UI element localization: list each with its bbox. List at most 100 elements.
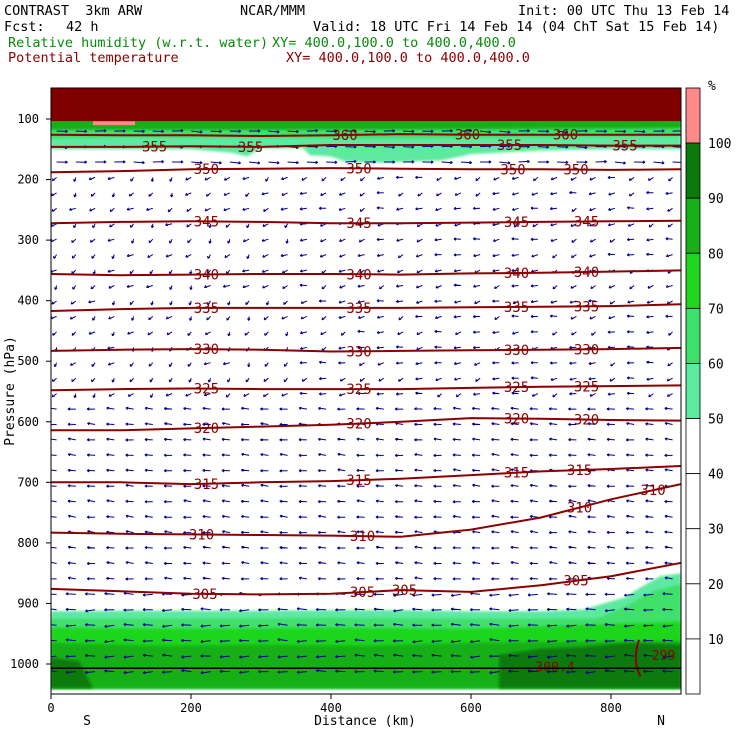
wind-arrow <box>394 561 404 565</box>
plot-frame <box>50 87 682 695</box>
wind-arrow <box>356 515 365 519</box>
wind-arrow <box>279 530 288 535</box>
wind-arrow <box>376 253 384 257</box>
wind-arrow <box>181 607 192 612</box>
wind-arrow <box>243 393 250 397</box>
wind-arrow <box>298 484 307 488</box>
wind-arrow <box>471 468 481 472</box>
wind-arrow <box>375 499 384 503</box>
wind-arrow <box>417 192 423 197</box>
wind-arrow <box>375 561 384 566</box>
wind-arrow <box>317 406 327 411</box>
wind-arrow <box>375 469 384 473</box>
wind-arrow <box>511 237 519 241</box>
wind-arrow <box>493 176 500 181</box>
wind-arrow <box>376 392 384 396</box>
wind-arrow <box>298 453 307 458</box>
wind-arrow <box>645 468 654 472</box>
wind-arrow <box>609 238 616 243</box>
wind-arrow <box>223 192 231 196</box>
wind-arrow <box>337 452 346 457</box>
wind-arrow <box>241 483 250 488</box>
wind-arrow <box>147 331 154 336</box>
wind-arrow <box>238 624 250 628</box>
wind-arrow <box>222 361 231 366</box>
wind-arrow <box>111 254 115 260</box>
y-tick-label: 300 <box>17 233 39 247</box>
wind-arrow <box>339 377 346 382</box>
wind-arrow <box>548 484 558 488</box>
wind-arrow <box>549 361 558 365</box>
contour-label-330: 330 <box>504 343 529 359</box>
wind-arrow <box>161 670 173 674</box>
wind-arrow <box>608 223 616 227</box>
wind-arrow <box>472 346 481 350</box>
wind-arrow <box>453 283 461 287</box>
wind-arrow <box>67 576 76 580</box>
wind-arrow <box>548 577 558 581</box>
wind-arrow <box>258 655 269 659</box>
wind-arrow <box>337 546 346 550</box>
wind-arrow <box>181 669 192 673</box>
wind-arrow <box>95 160 107 164</box>
wind-arrow <box>550 377 558 381</box>
wind-arrow <box>511 192 519 196</box>
wind-arrow <box>142 639 153 643</box>
wind-arrow <box>492 222 500 226</box>
wind-arrow <box>109 207 115 213</box>
wind-arrow <box>393 609 404 613</box>
wind-arrow <box>376 237 384 242</box>
wind-arrow <box>492 191 500 196</box>
wind-arrow <box>377 362 384 366</box>
theta-contours: 310 310 310 310 305 305 305 305 315 315 315 315 320 3… <box>51 128 681 677</box>
wind-arrow <box>588 192 596 196</box>
wind-arrow <box>186 223 192 228</box>
wind-arrow <box>607 392 615 396</box>
wind-arrow <box>53 254 58 259</box>
contour-label-335: 335 <box>574 299 599 315</box>
wind-arrow <box>281 315 288 320</box>
wind-arrow <box>148 362 154 367</box>
y-tick-label: 400 <box>17 294 39 308</box>
wind-arrow <box>163 437 173 442</box>
wind-arrow <box>191 160 203 165</box>
fcst-label: Fcst: <box>4 19 45 35</box>
wind-arrow <box>475 192 481 197</box>
wind-arrow <box>86 561 96 566</box>
wind-arrow <box>306 160 319 165</box>
contour-label-320: 320 <box>194 421 219 437</box>
colorbar-segment <box>685 197 701 254</box>
wind-arrow <box>326 129 338 133</box>
wind-arrow <box>552 285 558 290</box>
wind-arrow <box>164 530 173 534</box>
wind-arrow <box>356 484 365 488</box>
wind-arrow <box>392 622 404 626</box>
wind-arrow <box>224 254 231 259</box>
wind-arrow <box>414 545 423 549</box>
wind-arrow <box>148 238 154 244</box>
wind-arrow <box>588 361 596 365</box>
wind-arrow <box>242 285 250 288</box>
wind-arrow <box>279 407 288 411</box>
wind-arrow <box>221 499 230 503</box>
wind-arrow <box>508 624 519 628</box>
wind-arrow <box>414 422 423 427</box>
wind-arrow <box>645 437 654 441</box>
contour-line-310 <box>51 483 681 538</box>
wind-arrow <box>144 453 153 457</box>
wind-arrow <box>67 561 76 565</box>
wind-arrow <box>392 670 404 674</box>
contour-label-330: 330 <box>194 342 219 358</box>
wind-arrow <box>595 129 607 133</box>
wind-arrow <box>607 175 615 180</box>
wind-arrow <box>168 269 173 275</box>
wind-arrow <box>626 330 635 334</box>
wind-arrow <box>489 593 500 597</box>
contour-label-345: 345 <box>194 214 219 230</box>
wind-arrow <box>91 254 96 259</box>
wind-arrow <box>188 377 192 383</box>
wind-arrow <box>183 453 192 457</box>
wind-arrow <box>92 223 96 229</box>
wind-arrow <box>492 269 500 273</box>
wind-arrow <box>169 177 173 182</box>
